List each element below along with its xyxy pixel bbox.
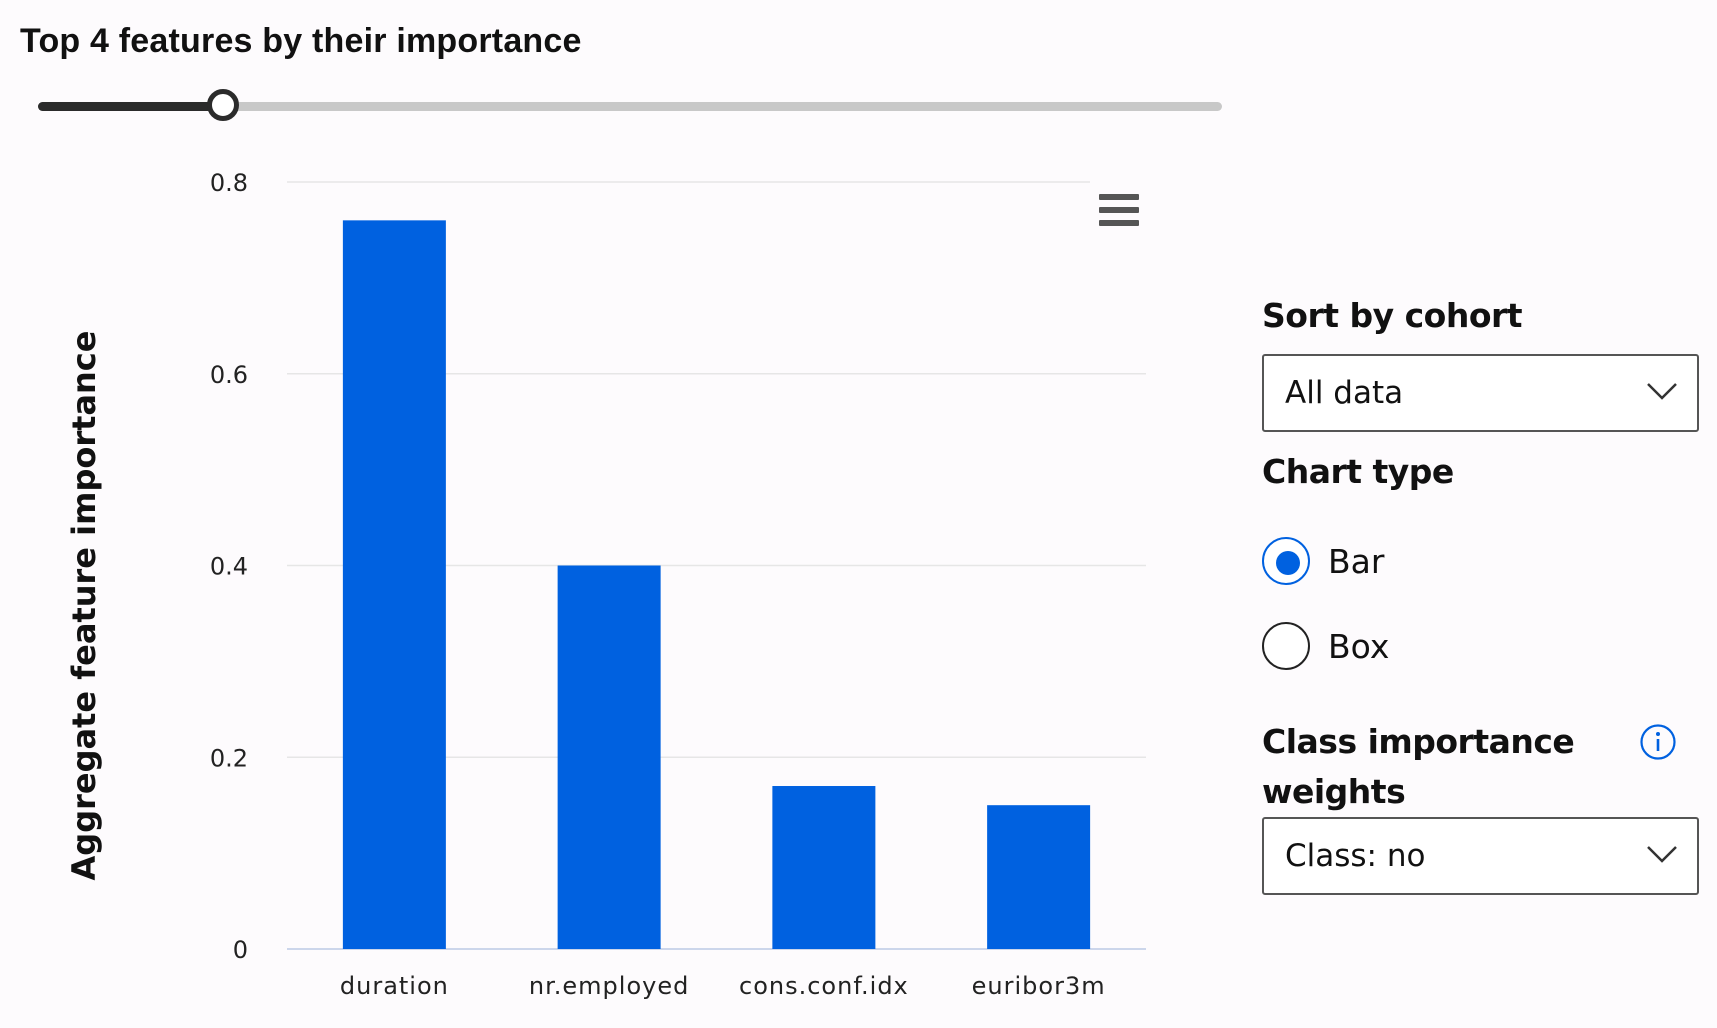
bar-nr-employed[interactable]	[557, 565, 661, 950]
feature-importance-chart: 0 0.2 0.4 0.6 0.8 duration nr.employed cons.co…	[65, 169, 1146, 1000]
class-weights-label-line1: Class importance	[1262, 722, 1575, 761]
bar-duration[interactable]	[342, 220, 446, 950]
bars	[342, 220, 1091, 950]
bar-cons-conf-idx[interactable]	[772, 786, 876, 949]
radio-label-box: Box	[1328, 627, 1390, 666]
slider-track[interactable]	[38, 102, 1222, 111]
chart-type-label: Chart type	[1262, 452, 1454, 491]
class-weights-label-line2: weights	[1262, 772, 1406, 811]
y-tick-label: 0.6	[210, 361, 248, 389]
radio-dot	[1276, 551, 1300, 575]
feature-count-slider[interactable]	[38, 89, 1222, 122]
radio-unchecked-indicator[interactable]	[1262, 622, 1310, 670]
hamburger-menu-icon[interactable]	[1097, 192, 1141, 228]
bar-euribor3m[interactable]	[987, 805, 1091, 949]
slider-thumb[interactable]	[206, 89, 239, 121]
x-tick-label: nr.employed	[529, 972, 689, 1000]
y-tick-label: 0	[233, 936, 248, 964]
y-axis-label: Aggregate feature importance	[65, 331, 103, 881]
x-axis-ticks: duration nr.employed cons.conf.idx euribor3…	[340, 972, 1106, 1000]
x-tick-label: duration	[340, 972, 449, 1000]
sort-by-cohort-label: Sort by cohort	[1262, 296, 1523, 335]
info-icon[interactable]	[1639, 723, 1677, 761]
class-weights-dropdown[interactable]: Class: no	[1262, 817, 1699, 895]
chevron-down-icon	[1647, 383, 1677, 400]
x-tick-label: cons.conf.idx	[739, 972, 909, 1000]
chevron-down-icon	[1647, 846, 1677, 863]
page-title: Top 4 features by their importance	[20, 22, 582, 60]
sort-by-cohort-value: All data	[1285, 375, 1404, 411]
y-tick-label: 0.8	[210, 169, 248, 197]
slider-fill	[38, 102, 223, 111]
radio-checked-indicator[interactable]	[1262, 537, 1310, 585]
y-tick-label: 0.4	[210, 553, 248, 581]
class-weights-value: Class: no	[1285, 838, 1426, 874]
radio-label-bar: Bar	[1328, 542, 1385, 581]
y-tick-label: 0.2	[210, 744, 248, 772]
sort-by-cohort-dropdown[interactable]: All data	[1262, 354, 1699, 432]
x-tick-label: euribor3m	[972, 972, 1106, 1000]
y-axis-ticks: 0 0.2 0.4 0.6 0.8	[210, 169, 248, 964]
